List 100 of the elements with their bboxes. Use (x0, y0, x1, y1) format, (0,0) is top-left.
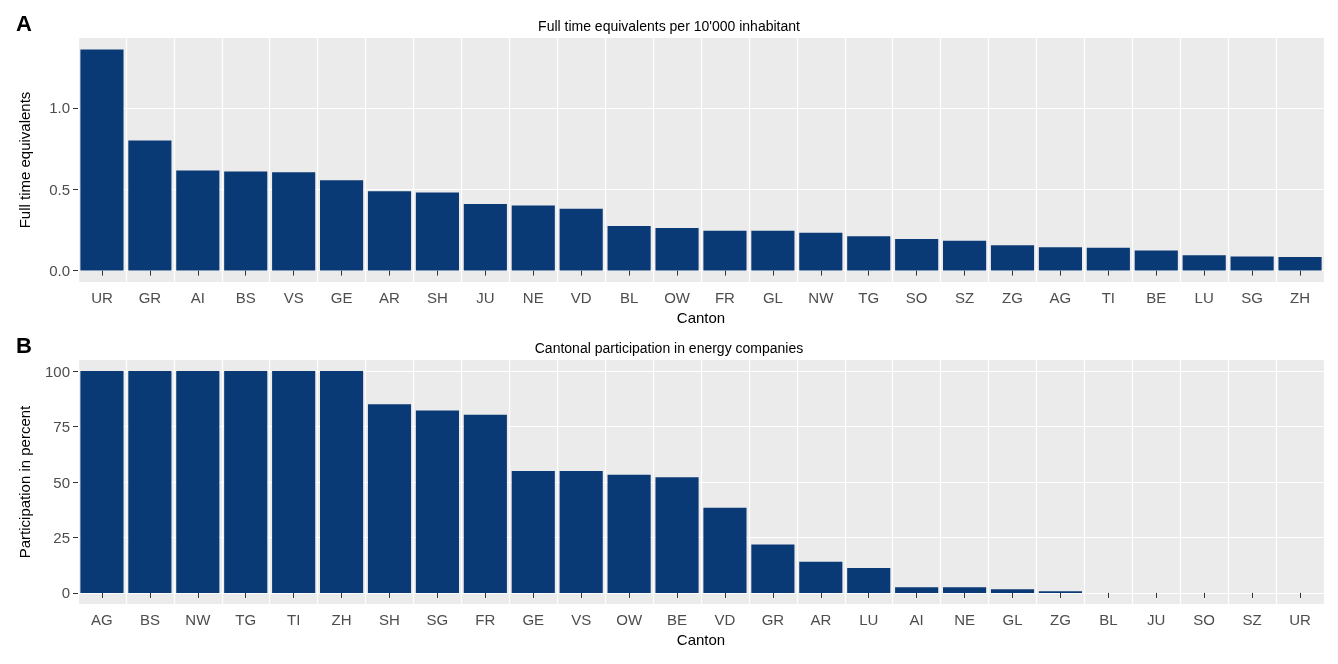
x-tick-label: VD (570, 289, 592, 306)
bar (224, 371, 268, 593)
bar (703, 507, 747, 593)
bar (990, 589, 1035, 593)
x-axis-title: Canton (676, 309, 726, 326)
bar (559, 470, 603, 593)
x-tick-label: TI (286, 611, 301, 628)
x-tick-label: UR (1289, 611, 1312, 628)
bar (272, 371, 316, 593)
bar (128, 371, 172, 593)
bar (463, 203, 507, 271)
bar (320, 180, 364, 271)
x-tick-label: ZH (331, 611, 352, 628)
bar (1230, 256, 1274, 271)
x-tick-label: GL (1002, 611, 1023, 628)
bar (128, 140, 172, 271)
chart-title: Full time equivalents per 10'000 inhabitant (538, 18, 801, 34)
y-tick-label: 75 (53, 418, 70, 436)
x-tick-label: BL (1099, 611, 1118, 628)
x-tick-label: BS (235, 289, 256, 306)
bar (176, 170, 220, 271)
x-tick-label: ZG (1050, 611, 1071, 628)
x-tick-label: SO (1193, 611, 1216, 628)
x-tick-label: OW (616, 611, 643, 628)
bar (415, 410, 459, 593)
bar (415, 192, 459, 271)
text: A (16, 10, 32, 36)
x-tick-label: BS (139, 611, 160, 628)
x-tick-label: FR (475, 611, 496, 628)
x-axis-title: Canton (676, 631, 726, 648)
bar (847, 568, 891, 593)
x-tick-label: GR (761, 611, 785, 628)
bar (224, 171, 268, 271)
x-tick-label: BE (667, 611, 688, 628)
x-tick-label: ZH (1290, 289, 1311, 306)
x-tick-label: LU (859, 611, 879, 628)
x-tick-label: SZ (954, 289, 975, 306)
y-tick-label: 100 (44, 362, 70, 380)
x-tick-label: BL (619, 289, 639, 306)
bar (1038, 247, 1082, 271)
bar (990, 245, 1035, 271)
x-tick-label: NE (954, 611, 975, 628)
x-tick-label: UR (91, 289, 113, 306)
x-tick-label: VS (283, 289, 304, 306)
y-tick-label: 0.0 (49, 262, 70, 280)
x-tick-label: GE (522, 611, 545, 628)
bar (463, 414, 507, 593)
bar (607, 225, 651, 271)
x-tick-label: VD (714, 611, 736, 628)
x-tick-label: VS (571, 611, 592, 628)
x-tick-label: FR (714, 289, 736, 306)
y-tick-label: 0 (61, 584, 70, 602)
bar (799, 561, 843, 593)
x-tick-label: SG (1241, 289, 1263, 306)
bar (80, 371, 124, 593)
chart-title: Cantonal participation in energy companies (534, 340, 804, 356)
bar (1278, 256, 1322, 271)
bar (895, 238, 939, 271)
y-tick-label: 0.5 (49, 180, 70, 198)
x-tick-label: OW (664, 289, 691, 306)
bar (895, 587, 939, 593)
bar (943, 587, 987, 593)
bar (320, 371, 364, 593)
bar (1086, 247, 1130, 271)
x-tick-label: GE (330, 289, 353, 306)
x-tick-label: AR (379, 289, 401, 306)
bar (799, 232, 843, 271)
x-tick-label: AG (1049, 289, 1072, 306)
x-tick-label: SH (427, 289, 448, 306)
x-tick-label: AR (810, 611, 832, 628)
x-tick-label: AG (91, 611, 113, 628)
x-tick-label: BE (1146, 289, 1167, 306)
bar (176, 371, 220, 593)
x-tick-label: TG (858, 289, 880, 306)
x-tick-label: JU (1147, 611, 1166, 628)
x-tick-label: AI (909, 611, 924, 628)
x-tick-label: GR (138, 289, 162, 306)
x-tick-label: SG (426, 611, 449, 628)
x-tick-label: JU (476, 289, 495, 306)
bar (367, 404, 412, 593)
y-axis-title: Participation in percent (16, 404, 33, 559)
bar (511, 470, 555, 593)
x-tick-label: SH (379, 611, 400, 628)
text: B (16, 332, 32, 358)
bar (1134, 250, 1178, 271)
bar (943, 240, 987, 271)
bar (751, 544, 795, 593)
x-tick-label: NW (808, 289, 835, 306)
y-tick-label: 25 (53, 528, 70, 546)
y-axis-title: Full time equivalents (16, 91, 33, 229)
x-tick-label: NE (522, 289, 544, 306)
bar (655, 477, 699, 593)
x-tick-label: LU (1194, 289, 1214, 306)
x-tick-label: TI (1101, 289, 1116, 306)
y-tick-label: 1.0 (49, 99, 70, 117)
x-tick-label: SZ (1242, 611, 1262, 628)
bar (655, 227, 699, 271)
x-tick-label: TG (235, 611, 257, 628)
bar (272, 172, 316, 271)
bar (367, 191, 412, 271)
